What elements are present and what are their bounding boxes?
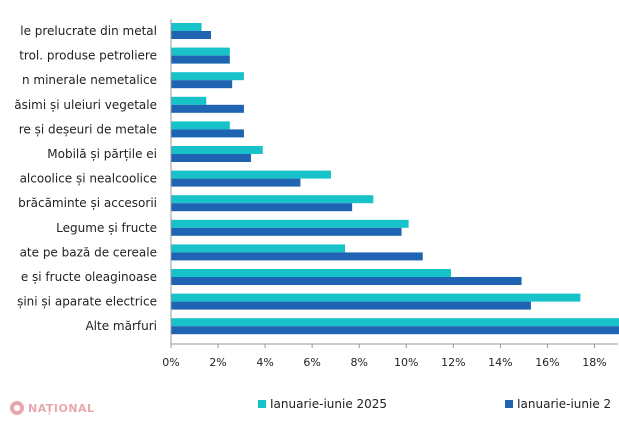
bar-prev-1 <box>171 55 230 64</box>
category-label: e și fructe oleaginoase <box>21 270 157 284</box>
bar-prev-11 <box>171 301 531 310</box>
category-label: brăcăminte și accesorii <box>18 196 157 210</box>
bar-2025-1 <box>171 47 230 56</box>
bar-prev-5 <box>171 154 251 162</box>
bar-prev-4 <box>171 129 244 138</box>
bar-2025-10 <box>171 269 451 277</box>
bars-layer <box>171 23 619 335</box>
x-tick-label: 2% <box>209 356 226 369</box>
x-tick-label: 0% <box>162 356 179 369</box>
bar-2025-6 <box>171 170 331 179</box>
bar-2025-0 <box>171 23 202 31</box>
category-label: Mobilă și părțile ei <box>47 147 157 161</box>
legend-swatch-1 <box>505 400 513 408</box>
category-label: ate pe bază de cereale <box>20 245 157 259</box>
bar-prev-9 <box>171 252 423 261</box>
bar-prev-3 <box>171 104 244 113</box>
category-label: re și deșeuri de metale <box>19 122 157 136</box>
x-tick-label: 10% <box>394 356 418 369</box>
bar-prev-2 <box>171 80 233 89</box>
x-tick-label: 16% <box>535 356 559 369</box>
x-axis-ticks: 0% 2% 4% 6% 8% 10% 12% 14% 16% 18% <box>162 344 607 369</box>
legend: Ianuarie-iunie 2025 Ianuarie-iunie 2 <box>258 397 611 411</box>
bar-prev-6 <box>171 178 301 187</box>
category-label: ăsimi și uleiuri vegetale <box>14 98 157 112</box>
logo-text: NAȚIONAL <box>28 401 95 415</box>
x-tick-label: 18% <box>582 356 606 369</box>
bar-2025-3 <box>171 96 207 105</box>
x-tick-label: 12% <box>441 356 465 369</box>
bar-2025-7 <box>171 195 374 204</box>
x-tick-label: 8% <box>350 356 367 369</box>
category-label: șini și aparate electrice <box>17 295 157 309</box>
category-label: alcoolice și nealcoolice <box>20 172 157 186</box>
x-tick-label: 4% <box>256 356 273 369</box>
category-label: trol. produse petroliere <box>19 49 157 63</box>
bar-prev-0 <box>171 31 211 39</box>
bar-2025-2 <box>171 72 244 81</box>
category-label: n minerale nemetalice <box>22 73 157 87</box>
bar-2025-9 <box>171 244 346 253</box>
logo-icon <box>10 401 24 415</box>
legend-swatch-0 <box>258 400 266 408</box>
bar-prev-8 <box>171 227 402 236</box>
legend-label-0: Ianuarie-iunie 2025 <box>270 397 387 411</box>
bar-2025-5 <box>171 146 263 154</box>
x-tick-label: 14% <box>488 356 512 369</box>
national-logo: NAȚIONAL <box>10 399 95 417</box>
category-label: le prelucrate din metal <box>20 24 157 38</box>
bar-2025-8 <box>171 219 409 228</box>
category-labels: le prelucrate din metal trol. produse pet… <box>14 24 157 333</box>
bar-2025-11 <box>171 293 581 302</box>
bar-2025-4 <box>171 121 230 130</box>
bar-prev-10 <box>171 277 522 285</box>
bar-2025-12 <box>171 318 619 327</box>
category-label: Legume și fructe <box>56 221 157 235</box>
bar-prev-12 <box>171 326 619 335</box>
bar-prev-7 <box>171 203 353 212</box>
category-label: Alte mărfuri <box>85 319 157 333</box>
legend-label-1: Ianuarie-iunie 2 <box>517 397 611 411</box>
x-tick-label: 6% <box>303 356 320 369</box>
